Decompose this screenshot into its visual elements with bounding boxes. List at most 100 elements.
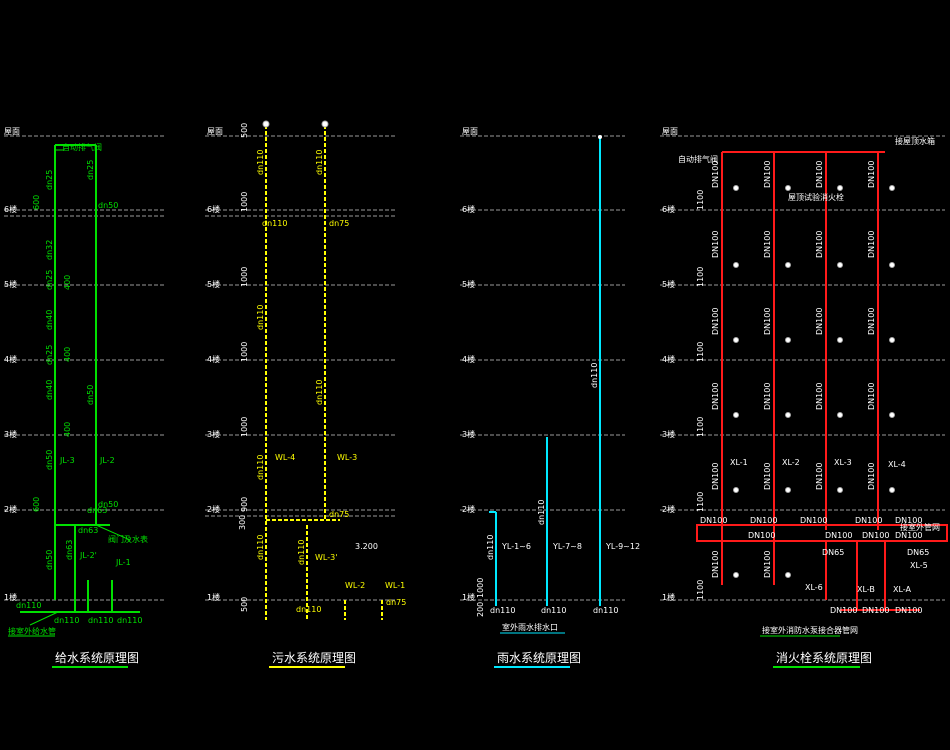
rain-roof-drain — [598, 135, 602, 139]
fire-top-note-right: 接屋顶水箱 — [895, 136, 935, 146]
floor-f4-supply: 4楼 — [4, 354, 17, 364]
fire-dn-15: DN100 — [815, 383, 824, 410]
fire-hydrant-1-6 — [733, 185, 739, 191]
fire-hydrant-2-1 — [785, 572, 791, 578]
waste-size-8: dn110 — [256, 535, 265, 560]
rain-size-6: dn110 — [593, 606, 618, 615]
floor-f1-supply: 1楼 — [4, 592, 17, 602]
waste-size-12: dn110 — [296, 605, 321, 614]
waste-title: 污水系统原理图 — [272, 651, 356, 665]
waste-size-9: dn110 — [297, 540, 306, 565]
floor-roof-fire: 屋面 — [662, 127, 678, 136]
floor-f3-fire: 3楼 — [662, 429, 675, 439]
waste-height-2: 1000 — [240, 192, 249, 212]
supply-size-16: dn110 — [16, 601, 41, 610]
fire-hydrant-2-3 — [785, 412, 791, 418]
supply-size-18: dn110 — [88, 616, 113, 625]
floor-f5-rain: 5楼 — [462, 279, 475, 289]
floor-f6-supply: 6楼 — [4, 204, 17, 214]
fire-dn-17: DN100 — [711, 463, 720, 490]
waste-system: dn110 dn110 dn110 dn110 dn75 dn110 dn110… — [238, 120, 406, 668]
fire-height-3: 1100 — [696, 342, 705, 362]
fire-hydrant-2-5 — [785, 262, 791, 268]
waste-size-4: dn110 — [256, 305, 265, 330]
floor-f5-supply: 5楼 — [4, 279, 17, 289]
rain-system: YL-1~6 YL-7~8 YL-9~12 dn110 dn110 dn110 … — [476, 135, 640, 668]
rain-size-1: dn110 — [486, 535, 495, 560]
rain-title: 雨水系统原理图 — [497, 651, 581, 665]
fire-dn-11: DN100 — [815, 308, 824, 335]
fire-riser-xl5-label: XL-5 — [910, 561, 928, 570]
fire-dn-18: DN100 — [763, 463, 772, 490]
floor-labels: 屋面 6楼 5楼 4楼 3楼 2楼 1楼 屋面 6楼 5楼 4楼 3楼 2楼 1… — [4, 127, 678, 602]
floor-f5-waste: 5楼 — [207, 279, 220, 289]
fire-dn-21: DN100 — [711, 551, 720, 578]
supply-size-13: dn63 — [78, 526, 98, 535]
fire-hydrant-1-2 — [733, 487, 739, 493]
floor-roof-rain: 屋面 — [462, 127, 478, 136]
fire-hydrant-1-5 — [733, 262, 739, 268]
supply-size-6: dn25 — [45, 345, 54, 365]
waste-vent-cap-1 — [262, 120, 270, 128]
waste-height-8: 500 — [240, 597, 249, 612]
supply-size-9: dn50 — [86, 385, 95, 405]
waste-height-1: 500 — [240, 123, 249, 138]
fire-riser-xlb-label: XL-B — [857, 585, 875, 594]
fire-dn-9: DN100 — [711, 308, 720, 335]
fire-hydrant-3-4 — [837, 337, 843, 343]
floor-f5-fire: 5楼 — [662, 279, 675, 289]
fire-height-2: 1100 — [696, 267, 705, 287]
fire-ring-dn-2: DN100 — [750, 516, 777, 525]
waste-height-3: 1000 — [240, 267, 249, 287]
waste-height-7: 300 — [238, 515, 247, 530]
fire-dn-12: DN100 — [867, 308, 876, 335]
waste-height-4: 1000 — [240, 342, 249, 362]
rain-height-2: 200 — [476, 602, 485, 617]
rain-size-5: dn110 — [541, 606, 566, 615]
floor-f2-waste: 2楼 — [207, 504, 220, 514]
supply-size-4: dn25 — [45, 270, 54, 290]
supply-vent-note: 自动排气阀 — [62, 142, 102, 152]
floor-f3-waste: 3楼 — [207, 429, 220, 439]
fire-note-right: 接室外管网 — [900, 522, 940, 532]
supply-height-5: 600 — [32, 497, 41, 512]
floor-roof-waste: 屋面 — [207, 127, 223, 136]
fire-hydrant-4-3 — [889, 412, 895, 418]
fire-ring-dn-8: DN100 — [862, 531, 889, 540]
fire-valve-note: 屋顶试验消火栓 — [788, 192, 844, 202]
fire-dn-20: DN100 — [867, 463, 876, 490]
waste-elev: 3.200 — [355, 542, 378, 551]
rain-riser-3-label: YL-9~12 — [605, 542, 640, 551]
fire-hydrant-2-2 — [785, 487, 791, 493]
supply-size-17: dn110 — [54, 616, 79, 625]
fire-dn-13: DN100 — [711, 383, 720, 410]
fire-dn-8: DN100 — [867, 231, 876, 258]
waste-riser-wl3p-label: WL-3' — [315, 553, 337, 562]
waste-size-2: dn110 — [315, 150, 324, 175]
fire-dn65-2: DN65 — [907, 548, 929, 557]
supply-size-14: dn63 — [65, 540, 74, 560]
fire-dn-2: DN100 — [763, 161, 772, 188]
fire-title: 消火栓系统原理图 — [776, 650, 872, 665]
fire-hydrant-3-5 — [837, 262, 843, 268]
fire-top-note-left: 自动排气阀 — [678, 154, 718, 164]
fire-riser-xla-label: XL-A — [893, 585, 912, 594]
fire-hydrant-3-2 — [837, 487, 843, 493]
fire-hydrant-1-4 — [733, 337, 739, 343]
supply-connect-note: 接室外给水管 — [8, 626, 56, 636]
fire-ring-dn-1: DN100 — [700, 516, 727, 525]
fire-dn-6: DN100 — [763, 231, 772, 258]
floor-lines — [4, 135, 945, 601]
fire-dn65-1: DN65 — [822, 548, 844, 557]
floor-f6-rain: 6楼 — [462, 204, 475, 214]
supply-size-7: dn40 — [45, 380, 54, 400]
supply-size-2: dn25 — [86, 160, 95, 180]
supply-riser-jl2p-label: JL-2' — [79, 551, 97, 560]
floor-roof-supply: 屋面 — [4, 127, 20, 136]
fire-dn-4: DN100 — [867, 161, 876, 188]
floor-f1-waste: 1楼 — [207, 592, 220, 602]
fire-hydrant-4-6 — [889, 185, 895, 191]
fire-dn-3: DN100 — [815, 161, 824, 188]
supply-size-12: dn63 — [87, 506, 107, 515]
fire-dn-16: DN100 — [867, 383, 876, 410]
